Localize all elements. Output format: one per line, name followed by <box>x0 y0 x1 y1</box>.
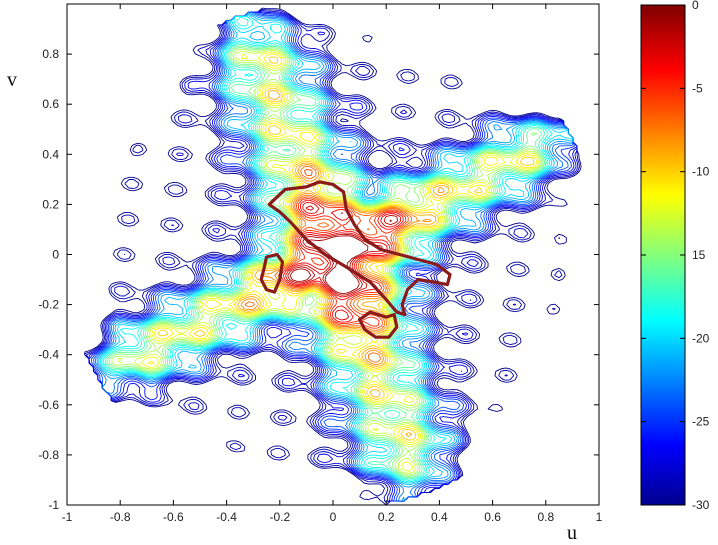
contour-level <box>88 11 578 502</box>
x-tick-label: 0 <box>330 510 337 524</box>
y-tick-label: 0.6 <box>42 97 59 111</box>
contour-level <box>103 16 549 481</box>
colorbar-tick-label: -10 <box>692 165 710 179</box>
contour-level <box>140 51 540 472</box>
x-tick-label: 1 <box>596 510 603 524</box>
contour-level <box>240 164 445 365</box>
y-tick-label: -0.2 <box>38 298 59 312</box>
contour-level <box>88 11 578 502</box>
x-tick-label: 0.6 <box>484 510 501 524</box>
contour-level <box>287 205 398 296</box>
colorbar-tick-label: -25 <box>692 415 710 429</box>
x-tick-label: 0.4 <box>431 510 448 524</box>
contour-level <box>85 10 579 502</box>
y-tick-label: 0.2 <box>42 197 59 211</box>
left-island-outline <box>259 252 285 294</box>
colorbar-tick-label: 0 <box>692 0 699 12</box>
y-tick-label: -0.6 <box>38 398 59 412</box>
contour-level <box>90 11 576 502</box>
y-axis-label: v <box>7 69 17 91</box>
colorbar-ticks: 0 -5 -10 15 -20 -25 -30 <box>641 0 710 512</box>
main-lobe-outline <box>267 180 452 317</box>
x-tick-label: 0.8 <box>537 510 554 524</box>
y-axis-ticks: -1 -0.8 -0.6 -0.4 -0.2 0 0.2 0.4 0.6 0.8 <box>38 47 599 512</box>
contour-lines <box>84 7 582 505</box>
x-axis-ticks: -1 -0.8 -0.6 -0.4 -0.2 0 0.2 0.4 0.6 0.8 1 <box>62 4 603 524</box>
colorbar-tick-label: 15 <box>692 248 706 262</box>
y-tick-label: 0.8 <box>42 47 59 61</box>
contour-level <box>99 15 573 484</box>
contour-level <box>93 11 574 502</box>
contour-level <box>106 45 546 479</box>
contour-level <box>84 8 580 503</box>
y-tick-label: -0.4 <box>38 348 59 362</box>
colorbar-tick-label: -30 <box>692 498 710 512</box>
colorbar-tick-label: -20 <box>692 331 710 345</box>
colorbar <box>640 4 686 506</box>
contour-level <box>108 47 544 477</box>
contour-level <box>96 12 573 502</box>
x-axis-label: u <box>567 522 577 544</box>
x-tick-label: -0.4 <box>216 510 237 524</box>
y-tick-label: -0.8 <box>38 448 59 462</box>
contour-level <box>94 11 574 502</box>
contour-level <box>117 49 541 474</box>
x-tick-label: -0.6 <box>163 510 184 524</box>
y-tick-label: 0.4 <box>42 147 59 161</box>
colorbar-tick-label: -5 <box>692 81 703 95</box>
contour-level <box>101 16 553 483</box>
x-tick-label: -0.2 <box>269 510 290 524</box>
contour-level <box>84 7 582 505</box>
y-tick-label: -1 <box>48 498 59 512</box>
y-tick-label: 0 <box>52 248 59 262</box>
x-tick-label: -1 <box>62 510 73 524</box>
contour-level <box>98 13 573 486</box>
bottom-island-outline <box>358 310 399 339</box>
x-tick-label: 0.2 <box>378 510 395 524</box>
main-lobe-outlines <box>259 180 452 339</box>
x-tick-label: -0.8 <box>110 510 131 524</box>
